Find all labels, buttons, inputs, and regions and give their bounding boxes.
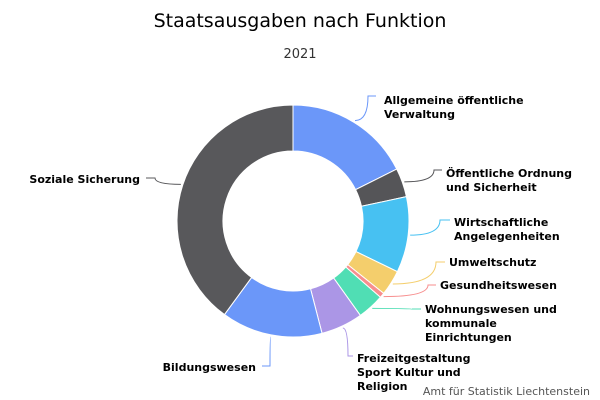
slice-label-line: Verwaltung [384,108,455,121]
leader-line-0 [354,95,376,122]
slice-label-1: Öffentliche Ordnung und Sicherheit [446,166,572,194]
leader-line-7 [262,336,272,367]
leader-line-9 [146,177,181,185]
leader-line-1 [404,169,442,183]
slice-label-line: und Sicherheit [446,181,537,194]
slice-label-line: Wirtschaftliche [454,216,548,229]
chart-credit[interactable]: Amt für Statistik Liechtenstein [423,385,590,398]
slice-label-line: Gesundheitswesen [440,279,557,292]
slice-label-line: Umweltschutz [449,256,536,269]
slice-label-line: Öffentliche Ordnung [446,166,572,180]
slice-label-line: Religion [357,380,408,393]
slice-label-9: Soziale Sicherung [29,173,140,186]
slice-label-7: Bildungswesen [163,361,256,374]
leader-line-4 [383,284,436,298]
slice-label-line: Wohnungswesen und [425,303,557,316]
leader-line-5 [372,307,421,310]
slice-label-2: Wirtschaftliche Angelegenheiten [454,216,560,243]
slice-label-3: Umweltschutz [449,256,536,269]
leader-line-6 [342,327,353,357]
leader-lines-group [146,95,450,367]
leader-line-2 [410,219,450,236]
slice-label-line: Soziale Sicherung [29,173,140,186]
slice-labels-group: Allgemeine öffentliche Verwaltung Öffentli… [29,94,572,393]
slice-label-line: Sport Kultur und [357,366,461,379]
chart-title: Staatsausgaben nach Funktion [154,10,447,32]
chart-subtitle: 2021 [283,47,316,62]
leader-line-3 [392,261,445,285]
slice-label-line: Freizeitgestaltung [357,352,471,365]
slices-group [176,104,410,338]
slice-label-0: Allgemeine öffentliche Verwaltung [384,94,524,121]
slice-label-line: Angelegenheiten [454,230,560,243]
slice-label-line: kommunale [425,317,497,330]
slice-label-6: Freizeitgestaltung Sport Kultur und Religi… [357,352,471,393]
slice-9[interactable] [176,104,294,316]
slice-label-5: Wohnungswesen und kommunale Einrichtungen [425,303,557,344]
slice-label-line: Bildungswesen [163,361,256,374]
slice-label-line: Einrichtungen [425,331,512,344]
slice-label-line: Allgemeine öffentliche [384,94,524,107]
slice-label-4: Gesundheitswesen [440,279,557,292]
